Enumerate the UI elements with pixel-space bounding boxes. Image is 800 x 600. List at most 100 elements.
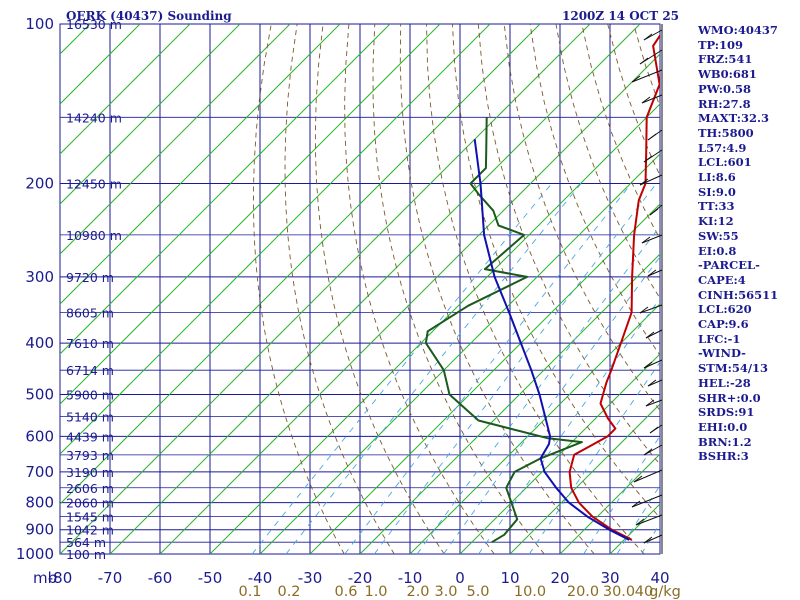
- isotherm: [60, 24, 191, 155]
- wind-barb-flag: [643, 448, 653, 456]
- pressure-tick-label: 400: [25, 334, 54, 352]
- wind-barb: [647, 269, 663, 277]
- height-label: 564 m: [66, 535, 106, 550]
- mixing-ratio-line: [616, 484, 660, 554]
- dry-adiabat: [344, 24, 495, 554]
- dry-adiabat: [314, 24, 445, 554]
- wind-barb-shaft: [639, 174, 663, 186]
- index-item: PW:0.58: [698, 81, 752, 96]
- temperature-tick-label: -30: [298, 569, 323, 587]
- index-item: SW:55: [698, 228, 739, 243]
- wind-barb: [645, 399, 663, 407]
- height-label: 7610 m: [66, 336, 114, 351]
- wind-barb-flag: [643, 33, 653, 41]
- dry-adiabat: [252, 24, 345, 554]
- wind-barb-shaft: [645, 399, 663, 407]
- isotherm: [209, 103, 660, 554]
- mixing-ratio-line: [416, 225, 660, 554]
- pressure-tick-label: 1000: [16, 545, 54, 563]
- height-label: 100 m: [66, 547, 106, 562]
- pressure-tick-label: 100: [25, 15, 54, 33]
- height-label: 8605 m: [66, 305, 114, 320]
- height-label: 5900 m: [66, 387, 114, 402]
- isotherm: [109, 24, 641, 554]
- index-item: SHR+:0.0: [698, 390, 761, 405]
- height-label: 2606 m: [66, 481, 114, 496]
- isotherm: [259, 153, 660, 554]
- wind-barb-shaft: [647, 269, 663, 277]
- temperature-line: [568, 33, 660, 541]
- dry-adiabat: [451, 24, 660, 519]
- y-axis-label: mb: [33, 569, 57, 587]
- mixing-ratio-label: 0.6: [334, 584, 357, 600]
- wind-barb: [639, 49, 663, 65]
- pressure-tick-label: 800: [25, 494, 54, 512]
- index-item: WMO:40437: [698, 23, 778, 37]
- isotherm: [60, 24, 491, 455]
- temperature-tick-label: 20: [550, 569, 569, 587]
- index-item: -PARCEL-: [698, 258, 760, 273]
- isotherm: [60, 24, 391, 355]
- index-item: EI:0.8: [698, 243, 737, 258]
- index-item: CAPE:4: [698, 272, 746, 287]
- index-item: KI:12: [698, 214, 734, 229]
- wind-barb-shaft: [641, 94, 663, 104]
- index-item: HEL:-28: [698, 375, 751, 390]
- wind-barb-flag: [645, 331, 655, 339]
- isotherm: [459, 353, 660, 554]
- index-item: LI:8.6: [698, 170, 736, 185]
- wind-barb-shaft: [647, 379, 663, 387]
- wind-barb: [643, 29, 663, 41]
- mixing-ratio-label: 30.0: [603, 584, 635, 600]
- height-label: 2060 m: [66, 496, 114, 511]
- mixing-ratio-label: 20.0: [567, 584, 599, 600]
- wind-barb-shaft: [645, 329, 663, 339]
- wind-barb-flag: [647, 133, 657, 141]
- mixing-ratio-line: [285, 183, 582, 554]
- wind-barb-shaft: [639, 304, 663, 314]
- isotherm: [509, 403, 660, 554]
- index-item: TT:33: [698, 199, 735, 214]
- wind-barb: [631, 69, 663, 83]
- wind-barb-shaft: [633, 469, 663, 483]
- pressure-tick-label: 200: [25, 175, 54, 193]
- mixing-ratio-label: 3.0: [434, 584, 457, 600]
- height-label: 9720 m: [66, 270, 114, 285]
- index-item: CAP:9.6: [698, 317, 749, 332]
- wind-barb-flag: [633, 475, 643, 483]
- mixing-ratio-label: 40: [635, 584, 653, 600]
- isotherm: [409, 303, 660, 554]
- mixing-ratio-line: [583, 435, 660, 554]
- height-label: 5140 m: [66, 409, 114, 424]
- dry-adiabat: [581, 24, 660, 240]
- temperature-tick-label: 30: [600, 569, 619, 587]
- mixing-ratio-label: 0.1: [238, 584, 261, 600]
- dry-adiabat: [426, 24, 645, 554]
- index-item: MAXT:32.3: [698, 111, 769, 126]
- wind-barb-flag: [649, 426, 659, 434]
- mixing-ratio-line: [344, 183, 632, 554]
- temperature-tick-label: 40: [650, 569, 669, 587]
- wind-barbs: [631, 24, 663, 554]
- isotherm: [309, 203, 660, 554]
- wind-barb-flag: [639, 306, 649, 314]
- index-item: TH:5800: [698, 125, 754, 140]
- index-item: L57:4.9: [698, 140, 747, 155]
- parcel-line: [473, 139, 630, 541]
- wind-barb-flag: [639, 57, 649, 65]
- temperature-tick-label: 0: [455, 569, 465, 587]
- temperature-tick-label: -60: [148, 569, 173, 587]
- wind-barb-shaft: [635, 514, 663, 526]
- wind-barb: [641, 234, 663, 244]
- stability-indices-list: WMO:40437 TP:109 FRZ:541 WB0:681 PW:0.58 RH:2…: [698, 23, 778, 464]
- wind-barb-flag: [643, 536, 653, 544]
- mixing-ratio-line: [443, 256, 660, 554]
- wind-barb-shaft: [641, 234, 663, 244]
- wind-barb: [647, 379, 663, 387]
- pressure-tick-label: 900: [25, 521, 54, 539]
- mixing-ratio-line: [373, 183, 657, 554]
- mixing-ratio-label: 5.0: [466, 584, 489, 600]
- isotherm: [60, 24, 241, 205]
